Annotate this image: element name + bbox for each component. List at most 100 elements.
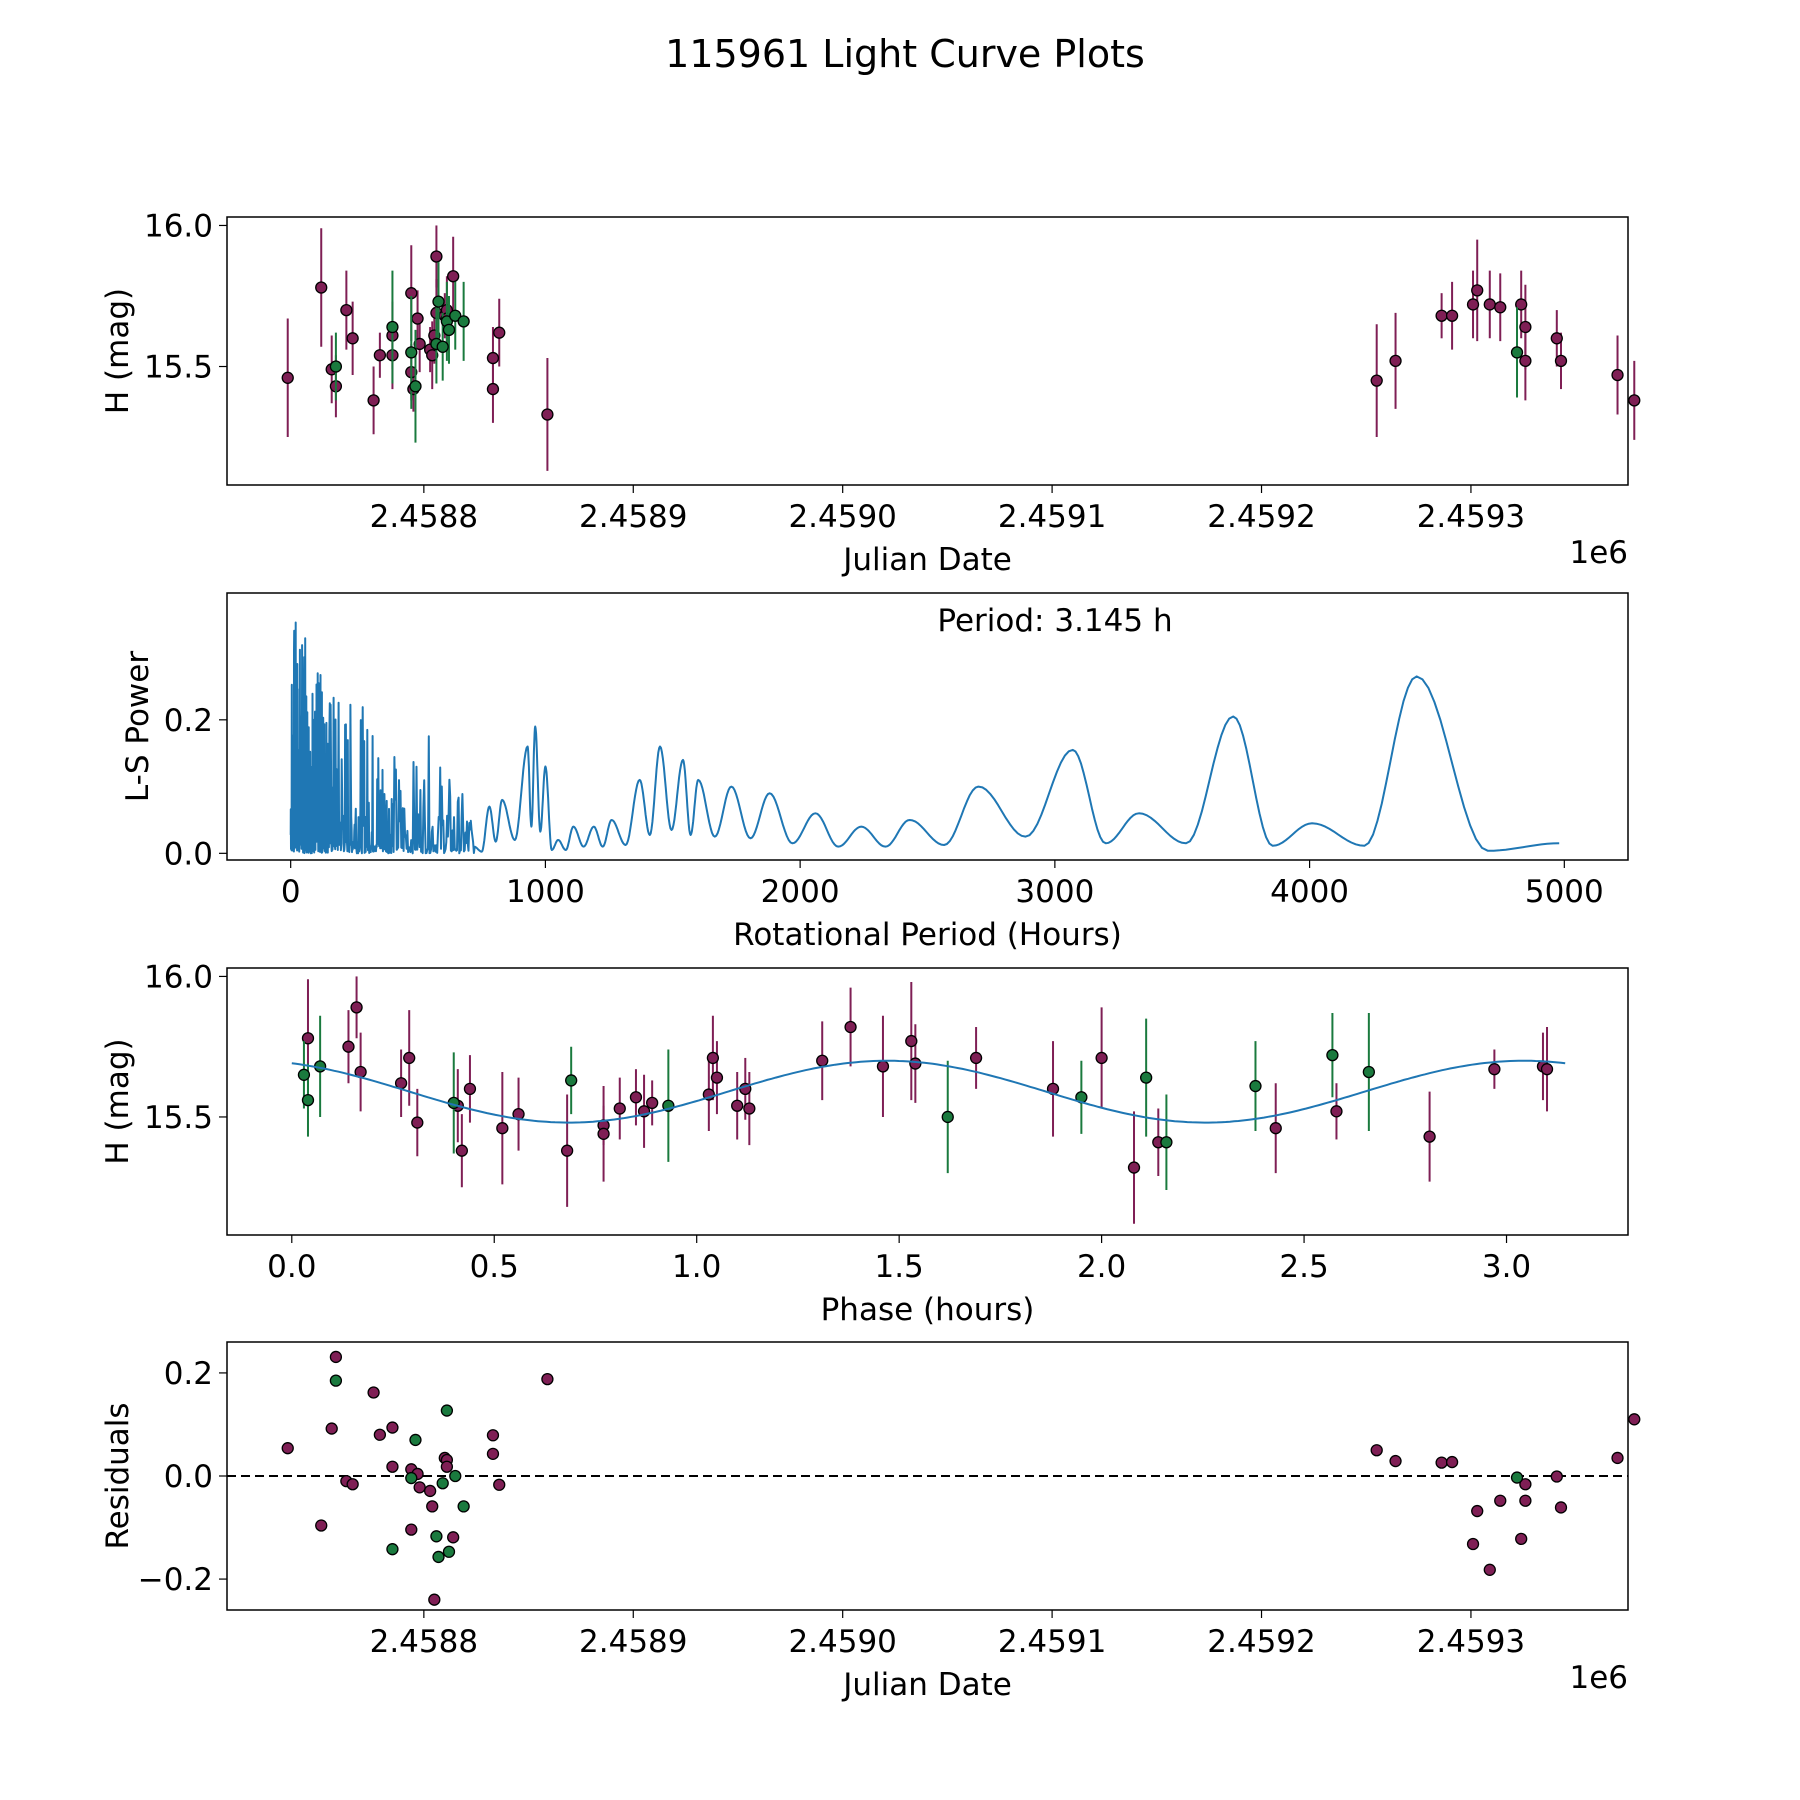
y-tick-label: 0.2: [164, 1356, 213, 1392]
data-point: [1515, 1532, 1528, 1546]
data-point: [1370, 374, 1383, 387]
data-point: [426, 349, 439, 362]
data-point: [281, 1442, 294, 1455]
data-point: [1488, 1063, 1501, 1076]
data-point: [342, 1040, 355, 1053]
x-tick-label: 4000: [1270, 874, 1349, 910]
figure-title: 115961 Light Curve Plots: [665, 32, 1145, 76]
data-point: [428, 1593, 441, 1606]
data-point: [386, 320, 399, 334]
data-point: [1471, 284, 1484, 297]
data-point: [373, 1428, 387, 1441]
data-point: [560, 1144, 574, 1157]
data-point: [1519, 320, 1532, 334]
x-tick-label: 0: [281, 874, 301, 910]
data-point: [1140, 1071, 1153, 1084]
data-point: [613, 1102, 626, 1115]
y-tick-label: −0.2: [138, 1562, 213, 1598]
y-axis-label: H (mag): [100, 288, 136, 414]
periodogram-line: [289, 621, 1560, 855]
data-point: [413, 1481, 426, 1494]
data-point: [457, 315, 470, 328]
data-point: [447, 270, 460, 283]
data-point: [496, 1122, 509, 1135]
x-tick-label: 1.5: [874, 1249, 923, 1285]
data-point: [409, 380, 422, 393]
data-point: [426, 1500, 439, 1513]
data-point: [1249, 1079, 1262, 1093]
data-point: [876, 1060, 890, 1073]
data-point: [1160, 1136, 1173, 1149]
data-point: [449, 1469, 462, 1483]
data-point: [403, 1051, 416, 1065]
data-point: [340, 303, 353, 317]
data-point: [386, 1543, 399, 1556]
data-point: [1519, 354, 1532, 368]
data-point: [411, 312, 424, 325]
data-point: [329, 1374, 343, 1387]
y-axis-label: Residuals: [100, 1402, 136, 1549]
data-point: [905, 1034, 918, 1048]
data-point: [731, 1099, 744, 1112]
periodogram-axes: 0 1000 2000 3000 4000 5000 0.0 0.2 Rotational Pe…: [120, 592, 1629, 953]
x-offset-label: 1e6: [1569, 1660, 1628, 1696]
data-point: [442, 323, 456, 336]
data-point: [430, 250, 443, 263]
period-annotation: Period: 3.145 h: [937, 603, 1172, 639]
axes-frame: [226, 967, 1629, 1236]
data-point: [1330, 1105, 1343, 1118]
data-point: [281, 371, 294, 384]
data-point: [1550, 1470, 1563, 1483]
x-tick-label: 3.0: [1482, 1249, 1531, 1285]
data-point: [440, 1404, 454, 1417]
x-tick-label: 3000: [1015, 874, 1094, 910]
data-point: [597, 1127, 610, 1140]
x-tick-label: 2.4592: [1207, 499, 1315, 535]
data-point: [442, 1545, 456, 1558]
data-point: [1554, 354, 1568, 368]
data-point: [486, 382, 500, 396]
data-point: [386, 1460, 399, 1473]
data-point: [1515, 298, 1528, 311]
y-tick-label: 0.2: [164, 703, 213, 739]
data-point: [1510, 1471, 1524, 1484]
data-point: [1540, 1063, 1554, 1076]
data-point: [447, 1531, 460, 1544]
series-magenta: [281, 225, 1641, 471]
data-point: [440, 1460, 454, 1473]
x-tick-label: 0.0: [267, 1249, 316, 1285]
data-point: [329, 360, 343, 373]
data-point: [1127, 1161, 1141, 1174]
data-point: [1389, 1454, 1402, 1468]
data-point: [1611, 368, 1624, 382]
light-curve-axes: 2.4588 2.4589 2.4590 2.4591 2.4592 2.4593 15.5…: [100, 208, 1641, 578]
data-point: [1466, 1537, 1480, 1551]
x-tick-label: 2.4590: [788, 1624, 896, 1660]
data-point: [1370, 1444, 1383, 1457]
y-axis-label: H (mag): [100, 1038, 136, 1164]
x-tick-label: 2.4591: [998, 499, 1106, 535]
data-point: [1389, 354, 1402, 368]
data-point: [1362, 1065, 1376, 1079]
model-curve: [291, 1059, 1566, 1124]
x-tick-label: 0.5: [470, 1249, 519, 1285]
data-point: [909, 1057, 922, 1070]
data-point: [315, 281, 328, 294]
x-axis-label: Julian Date: [841, 1667, 1012, 1703]
data-point: [1445, 309, 1459, 322]
data-point: [436, 1477, 449, 1490]
data-point: [1269, 1122, 1282, 1135]
data-point: [1095, 1051, 1108, 1065]
data-point: [350, 1001, 363, 1014]
y-axis-label: L-S Power: [120, 651, 156, 802]
data-point: [1435, 309, 1448, 322]
data-point: [1550, 332, 1563, 345]
data-point: [373, 349, 387, 362]
series-green: [297, 1012, 1376, 1191]
data-point: [409, 1433, 422, 1447]
data-point: [436, 340, 449, 353]
data-point: [486, 1447, 500, 1460]
data-point: [646, 1096, 659, 1110]
data-point: [301, 1032, 315, 1045]
